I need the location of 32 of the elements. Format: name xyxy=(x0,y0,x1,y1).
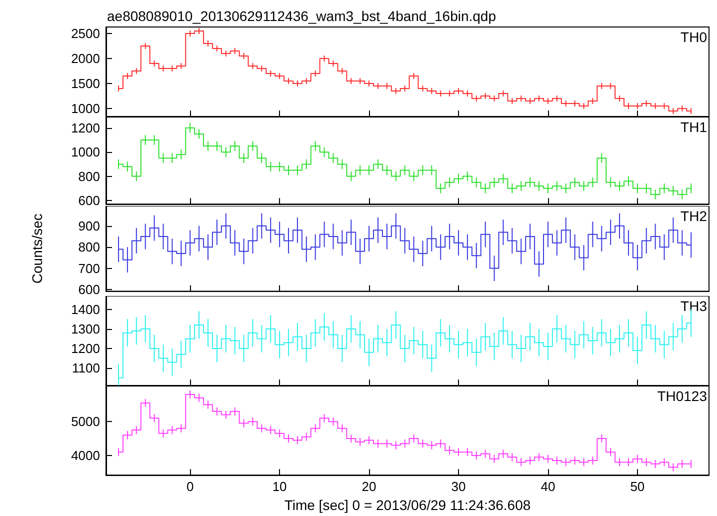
y-tick-label: 1200 xyxy=(71,340,100,356)
annotation: TH0123 xyxy=(657,388,708,404)
y-tick-label: 2500 xyxy=(71,26,100,41)
x-tick-label: 50 xyxy=(630,478,645,494)
y-tick-label: 1100 xyxy=(72,360,100,376)
chart-title: ae808089010_20130629112436_wam3_bst_4band_16bin.qdp xyxy=(107,8,496,24)
y-tick-label: 700 xyxy=(78,260,100,276)
annotation: TH0 xyxy=(680,29,708,45)
y-axis-title: Counts/sec xyxy=(29,214,45,284)
annotation: TH3 xyxy=(680,298,708,314)
x-tick-label: 20 xyxy=(362,478,376,494)
y-tick-label: 5000 xyxy=(71,414,100,429)
x-tick-label: 30 xyxy=(451,478,466,494)
y-tick-label: 800 xyxy=(78,240,100,255)
y-tick-label: 1000 xyxy=(71,101,100,116)
y-tick-label: 1400 xyxy=(71,302,100,317)
y-tick-label: 1200 xyxy=(71,120,100,135)
y-tick-label: 1500 xyxy=(71,76,100,91)
y-tick-label: 600 xyxy=(78,192,100,208)
y-tick-label: 1300 xyxy=(71,321,100,336)
x-tick-label: 40 xyxy=(540,478,556,494)
y-tick-label: 2000 xyxy=(71,51,100,66)
annotation: TH2 xyxy=(680,208,708,224)
y-tick-label: 4000 xyxy=(71,447,100,462)
y-tick-label: 800 xyxy=(78,168,100,184)
y-tick-label: 600 xyxy=(78,282,100,297)
y-tick-label: 1000 xyxy=(71,144,100,160)
x-axis-title: Time [sec] 0 = 2013/06/29 11:24:36.608 xyxy=(284,496,531,512)
y-tick-label: 900 xyxy=(78,218,100,234)
x-tick-label: 10 xyxy=(272,478,287,494)
annotation: TH1 xyxy=(680,118,708,134)
x-tick-label: 0 xyxy=(186,478,194,494)
